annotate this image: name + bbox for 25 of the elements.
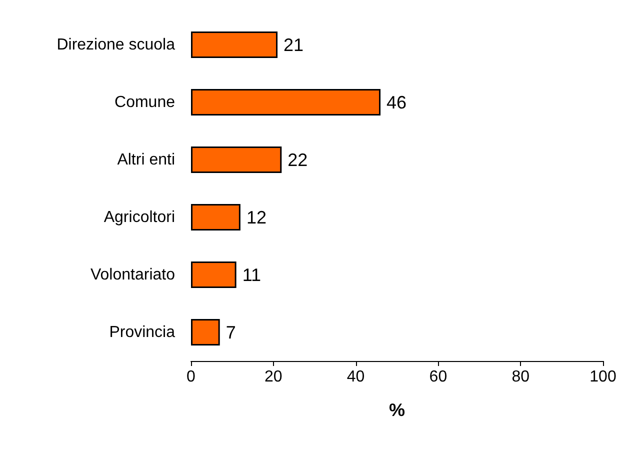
bar — [191, 89, 381, 116]
x-tick-label: 60 — [429, 368, 448, 386]
bar — [191, 319, 220, 346]
data-label: 46 — [386, 92, 407, 112]
bar — [191, 32, 278, 58]
y-tick-label: Volontariato — [90, 266, 176, 284]
y-tick-label: Direzione scuola — [56, 36, 176, 54]
x-tick-label: 100 — [590, 368, 616, 386]
x-tick-label: 0 — [186, 368, 196, 386]
data-label: 7 — [226, 322, 236, 342]
x-tick-label: 20 — [264, 368, 282, 386]
bar — [191, 262, 236, 288]
data-label: 22 — [288, 150, 308, 170]
x-tick-label: 40 — [346, 368, 365, 386]
bar — [191, 146, 282, 173]
y-tick-label: Agricoltori — [104, 208, 175, 226]
y-tick-label: Provincia — [109, 324, 176, 341]
data-label: 12 — [246, 207, 266, 228]
y-tick-label: Comune — [114, 94, 176, 111]
data-label: 11 — [242, 264, 262, 285]
y-tick-label: Altri enti — [117, 151, 175, 168]
data-label: 21 — [284, 34, 304, 55]
bar — [191, 204, 240, 230]
x-tick-label: 80 — [512, 368, 530, 386]
x-axis-title: % — [388, 400, 406, 420]
